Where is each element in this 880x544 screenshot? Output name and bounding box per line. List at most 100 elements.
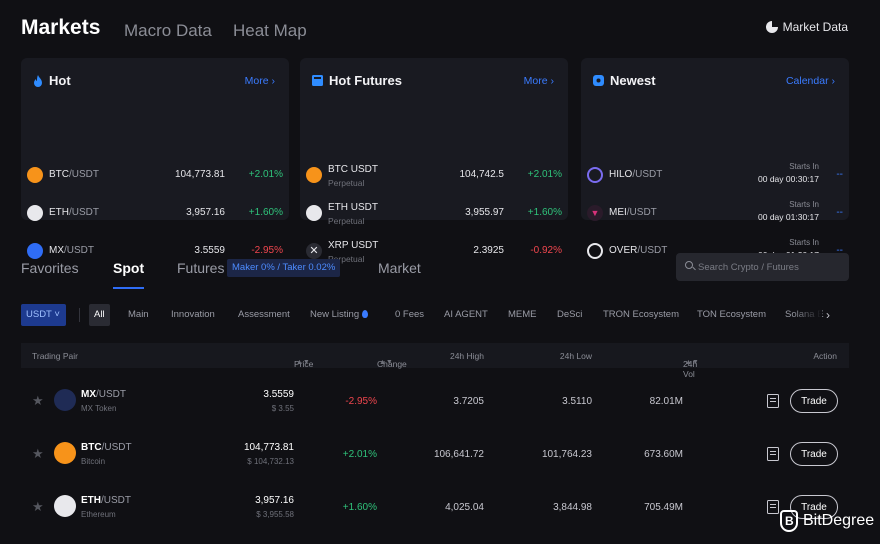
xrp-coin-icon: ✕ xyxy=(306,243,322,259)
table-row[interactable]: ★ MX/USDT MX Token 3.5559 $ 3.55 -2.95% … xyxy=(21,375,849,428)
over-coin-icon xyxy=(587,243,603,259)
tab-macro-data[interactable]: Macro Data xyxy=(124,21,212,40)
hot-card: Hot More › BTC/USDT 104,773.81 +2.01% ET… xyxy=(21,58,289,259)
bitdegree-logo-icon xyxy=(780,510,798,532)
trade-button[interactable]: Trade xyxy=(790,389,838,413)
col-trading-pair: Trading Pair xyxy=(32,351,78,361)
countdown: Starts In 00 day 00:30:17 xyxy=(758,162,819,184)
filter-ai-agent[interactable]: AI AGENT xyxy=(444,309,488,320)
mei-coin-icon: ▼ xyxy=(587,205,603,221)
price: 3,957.16 xyxy=(255,495,294,506)
change: +1.60% xyxy=(527,207,562,218)
search-placeholder: Search Crypto / Futures xyxy=(698,262,799,273)
trade-button[interactable]: Trade xyxy=(790,495,838,519)
sort-icon: ▲▼ xyxy=(296,359,310,366)
eth-coin-icon xyxy=(306,205,322,221)
hot-card-title: Hot xyxy=(49,73,71,88)
hot-futures-card-title: Hot Futures xyxy=(329,73,402,88)
price: 104,773.81 xyxy=(243,442,294,453)
futures-icon xyxy=(312,75,323,86)
futures-row-eth[interactable]: ETH USDT Perpetual 3,955.97 +1.60% xyxy=(306,196,562,230)
filter-tron-ecosystem[interactable]: TRON Ecosystem xyxy=(603,309,680,320)
document-icon[interactable] xyxy=(767,447,779,461)
col-24h-low: 24h Low xyxy=(559,351,592,361)
market-tabs: Favorites Spot Futures Market xyxy=(0,252,880,289)
filter-desci[interactable]: DeSci xyxy=(557,309,583,320)
calendar-link[interactable]: Calendar › xyxy=(785,75,835,87)
newest-row-mei[interactable]: ▼ MEI/USDT Starts In 00 day 01:30:17 -- xyxy=(587,196,843,230)
price: 3,957.16 xyxy=(186,207,225,218)
droplet-icon xyxy=(362,310,369,319)
filter-meme[interactable]: MEME xyxy=(508,309,537,320)
high: 4,025.04 xyxy=(445,502,484,513)
market-data-label: Market Data xyxy=(782,20,848,34)
filter-innovation[interactable]: Innovation xyxy=(171,309,215,320)
low: 3,844.98 xyxy=(553,502,592,513)
futures-row-btc[interactable]: BTC USDT Perpetual 104,742.5 +2.01% xyxy=(306,158,562,192)
hot-more-link[interactable]: More › xyxy=(244,75,275,87)
volume: 82.01M xyxy=(649,396,683,407)
search-icon xyxy=(685,261,693,269)
filter-new-listing[interactable]: New Listing xyxy=(310,304,369,326)
table-row[interactable]: ★ BTC/USDT Bitcoin 104,773.81 $ 104,732.… xyxy=(21,428,849,481)
table-row[interactable]: ★ ETH/USDT Ethereum 3,957.16 $ 3,955.58 … xyxy=(21,481,849,534)
star-icon[interactable]: ★ xyxy=(32,446,44,461)
star-icon[interactable]: ★ xyxy=(32,499,44,514)
mx-coin-icon xyxy=(54,389,76,411)
flame-icon xyxy=(34,74,42,87)
contract-name: XRP USDT xyxy=(328,240,379,251)
newest-card: Newest Calendar › HILO/USDT Starts In 00 … xyxy=(581,58,849,260)
price: 104,742.5 xyxy=(459,169,505,180)
page-title: Markets xyxy=(21,16,101,39)
chevron-right-icon[interactable]: › xyxy=(826,308,830,322)
change: +2.01% xyxy=(527,169,562,180)
filter-ton-ecosystem[interactable]: TON Ecosystem xyxy=(697,309,766,320)
hilo-coin-icon xyxy=(587,167,603,183)
tab-heat-map[interactable]: Heat Map xyxy=(233,21,307,40)
newest-row-hilo[interactable]: HILO/USDT Starts In 00 day 00:30:17 -- xyxy=(587,158,843,192)
hot-futures-more-link[interactable]: More › xyxy=(523,75,554,87)
tab-futures[interactable]: Futures xyxy=(177,260,225,276)
filter-0-fees[interactable]: 0 Fees xyxy=(395,309,425,320)
high: 106,641.72 xyxy=(433,449,484,460)
quote-select[interactable]: USDT ˅ xyxy=(21,304,66,326)
price-usd: $ 104,732.13 xyxy=(247,457,294,466)
tab-favorites[interactable]: Favorites xyxy=(21,260,79,276)
tab-spot[interactable]: Spot xyxy=(113,260,145,289)
coin-full-name: MX Token xyxy=(81,404,117,413)
hot-row-btc[interactable]: BTC/USDT 104,773.81 +2.01% xyxy=(27,158,283,192)
col-24h-high: 24h High xyxy=(449,351,484,361)
price: 104,773.81 xyxy=(174,169,225,180)
futures-row-xrp[interactable]: ✕ XRP USDT Perpetual 2.3925 -0.92% xyxy=(306,234,562,268)
btc-coin-icon xyxy=(306,167,322,183)
pair-name: BTC/USDT xyxy=(81,442,132,453)
star-icon[interactable]: ★ xyxy=(32,393,44,408)
col-action: Action xyxy=(813,351,837,361)
contract-type: Perpetual xyxy=(328,178,365,188)
pair-name: MEI/USDT xyxy=(609,207,657,218)
coin-full-name: Bitcoin xyxy=(81,457,106,466)
pair-name: ETH/USDT xyxy=(49,207,99,218)
document-icon[interactable] xyxy=(767,500,779,514)
price: 3.5559 xyxy=(194,245,225,256)
volume: 705.49M xyxy=(644,502,683,513)
tab-market[interactable]: Market xyxy=(378,260,421,276)
change: +2.01% xyxy=(342,449,377,460)
trade-button[interactable]: Trade xyxy=(790,442,838,466)
change: +1.60% xyxy=(342,502,377,513)
dash: -- xyxy=(836,245,843,256)
filter-assessment[interactable]: Assessment xyxy=(238,309,290,320)
page-header: Markets Macro Data Heat Map Market Data xyxy=(0,0,880,56)
market-data-link[interactable]: Market Data xyxy=(765,20,848,34)
coin-full-name: Ethereum xyxy=(81,510,116,519)
filter-all[interactable]: All xyxy=(89,304,110,326)
hot-row-eth[interactable]: ETH/USDT 3,957.16 +1.60% xyxy=(27,196,283,230)
search-input[interactable]: Search Crypto / Futures xyxy=(676,253,849,281)
pair-name: HILO/USDT xyxy=(609,169,663,180)
hot-row-mx[interactable]: MX/USDT 3.5559 -2.95% xyxy=(27,234,283,268)
pair-name: MX/USDT xyxy=(81,389,126,400)
scroll-fade xyxy=(792,304,822,326)
bitdegree-watermark: BitDegree xyxy=(780,510,874,532)
filter-main[interactable]: Main xyxy=(128,309,149,320)
document-icon[interactable] xyxy=(767,394,779,408)
